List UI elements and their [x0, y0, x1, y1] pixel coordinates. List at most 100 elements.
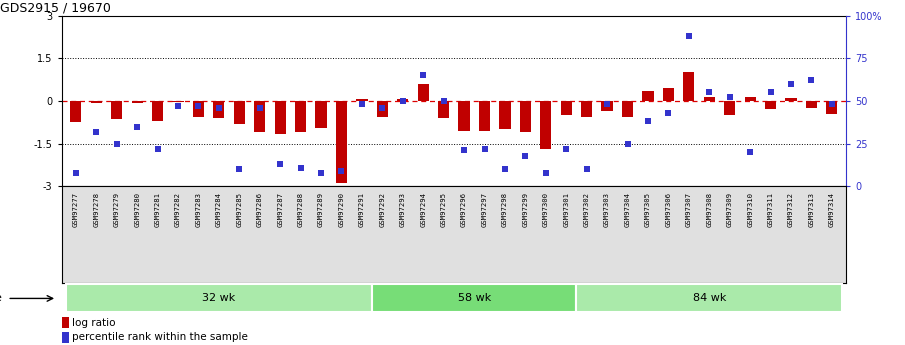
Point: [763, 90, 777, 95]
Bar: [745, 97, 756, 101]
Bar: [540, 101, 551, 149]
Bar: [274, 101, 286, 134]
Point: [69, 170, 83, 175]
Text: GSM97294: GSM97294: [420, 192, 426, 227]
Point: [743, 149, 757, 155]
Point: [681, 33, 696, 39]
Point: [559, 146, 574, 151]
Text: GDS2915 / 19670: GDS2915 / 19670: [0, 1, 111, 14]
Bar: [438, 101, 449, 118]
Text: GSM97285: GSM97285: [236, 192, 243, 227]
Bar: [111, 101, 122, 119]
Point: [477, 146, 491, 151]
Bar: [152, 101, 163, 121]
Text: GSM97306: GSM97306: [665, 192, 672, 227]
Bar: [581, 101, 592, 117]
Bar: [131, 101, 143, 103]
Text: GSM97314: GSM97314: [829, 192, 835, 227]
Bar: [372, 284, 576, 313]
Bar: [643, 91, 653, 101]
Text: GSM97291: GSM97291: [359, 192, 365, 227]
Point: [538, 170, 553, 175]
Point: [150, 146, 165, 151]
Bar: [826, 101, 837, 114]
Point: [641, 119, 655, 124]
Text: GSM97300: GSM97300: [543, 192, 548, 227]
Point: [662, 110, 676, 116]
Text: GSM97280: GSM97280: [134, 192, 140, 227]
Text: GSM97311: GSM97311: [767, 192, 774, 227]
Text: GSM97297: GSM97297: [481, 192, 488, 227]
Bar: [214, 101, 224, 118]
Text: GSM97308: GSM97308: [706, 192, 712, 227]
Bar: [62, 317, 70, 328]
Text: GSM97295: GSM97295: [441, 192, 447, 227]
Bar: [704, 97, 715, 101]
Bar: [90, 101, 102, 103]
Text: GSM97313: GSM97313: [808, 192, 814, 227]
Text: GSM97289: GSM97289: [318, 192, 324, 227]
Bar: [254, 101, 265, 132]
Text: percentile rank within the sample: percentile rank within the sample: [72, 332, 248, 342]
Point: [620, 141, 634, 146]
Text: GSM97288: GSM97288: [298, 192, 303, 227]
Text: GSM97281: GSM97281: [155, 192, 160, 227]
Text: GSM97309: GSM97309: [727, 192, 733, 227]
Bar: [66, 284, 372, 313]
Point: [722, 95, 737, 100]
Point: [232, 166, 246, 172]
Text: GSM97284: GSM97284: [216, 192, 222, 227]
Bar: [193, 101, 204, 117]
Bar: [519, 101, 531, 132]
Text: 58 wk: 58 wk: [458, 293, 491, 303]
Point: [519, 153, 533, 158]
Point: [436, 98, 451, 104]
Text: GSM97279: GSM97279: [114, 192, 119, 227]
Bar: [172, 101, 184, 102]
Point: [498, 166, 512, 172]
Bar: [805, 101, 817, 108]
Text: GSM97296: GSM97296: [461, 192, 467, 227]
Text: age: age: [0, 294, 3, 303]
Point: [212, 105, 226, 110]
Text: GSM97305: GSM97305: [645, 192, 651, 227]
Bar: [479, 101, 491, 131]
Bar: [602, 101, 613, 111]
Bar: [765, 101, 776, 109]
Text: GSM97277: GSM97277: [72, 192, 79, 227]
Text: GSM97307: GSM97307: [686, 192, 691, 227]
Text: GSM97287: GSM97287: [277, 192, 283, 227]
Text: GSM97301: GSM97301: [563, 192, 569, 227]
Text: GSM97299: GSM97299: [522, 192, 529, 227]
Text: GSM97310: GSM97310: [748, 192, 753, 227]
Point: [805, 78, 819, 83]
Point: [579, 166, 594, 172]
Text: GSM97286: GSM97286: [257, 192, 262, 227]
Point: [191, 103, 205, 109]
Text: log ratio: log ratio: [72, 318, 116, 328]
Bar: [316, 101, 327, 128]
Text: 84 wk: 84 wk: [692, 293, 726, 303]
Point: [89, 129, 103, 135]
Bar: [786, 98, 796, 101]
Point: [416, 72, 431, 78]
Point: [293, 165, 308, 170]
Point: [171, 103, 186, 109]
Bar: [417, 84, 429, 101]
Point: [600, 101, 614, 107]
Point: [395, 98, 410, 104]
Bar: [336, 101, 348, 184]
Text: GSM97303: GSM97303: [605, 192, 610, 227]
Bar: [724, 101, 736, 115]
Bar: [295, 101, 306, 132]
Point: [457, 148, 472, 153]
Point: [130, 124, 145, 129]
Point: [110, 141, 124, 146]
Text: GSM97293: GSM97293: [400, 192, 405, 227]
Bar: [376, 101, 388, 117]
Bar: [662, 88, 674, 101]
Text: GSM97292: GSM97292: [379, 192, 386, 227]
Bar: [397, 99, 408, 101]
Bar: [622, 101, 633, 117]
Point: [702, 90, 717, 95]
